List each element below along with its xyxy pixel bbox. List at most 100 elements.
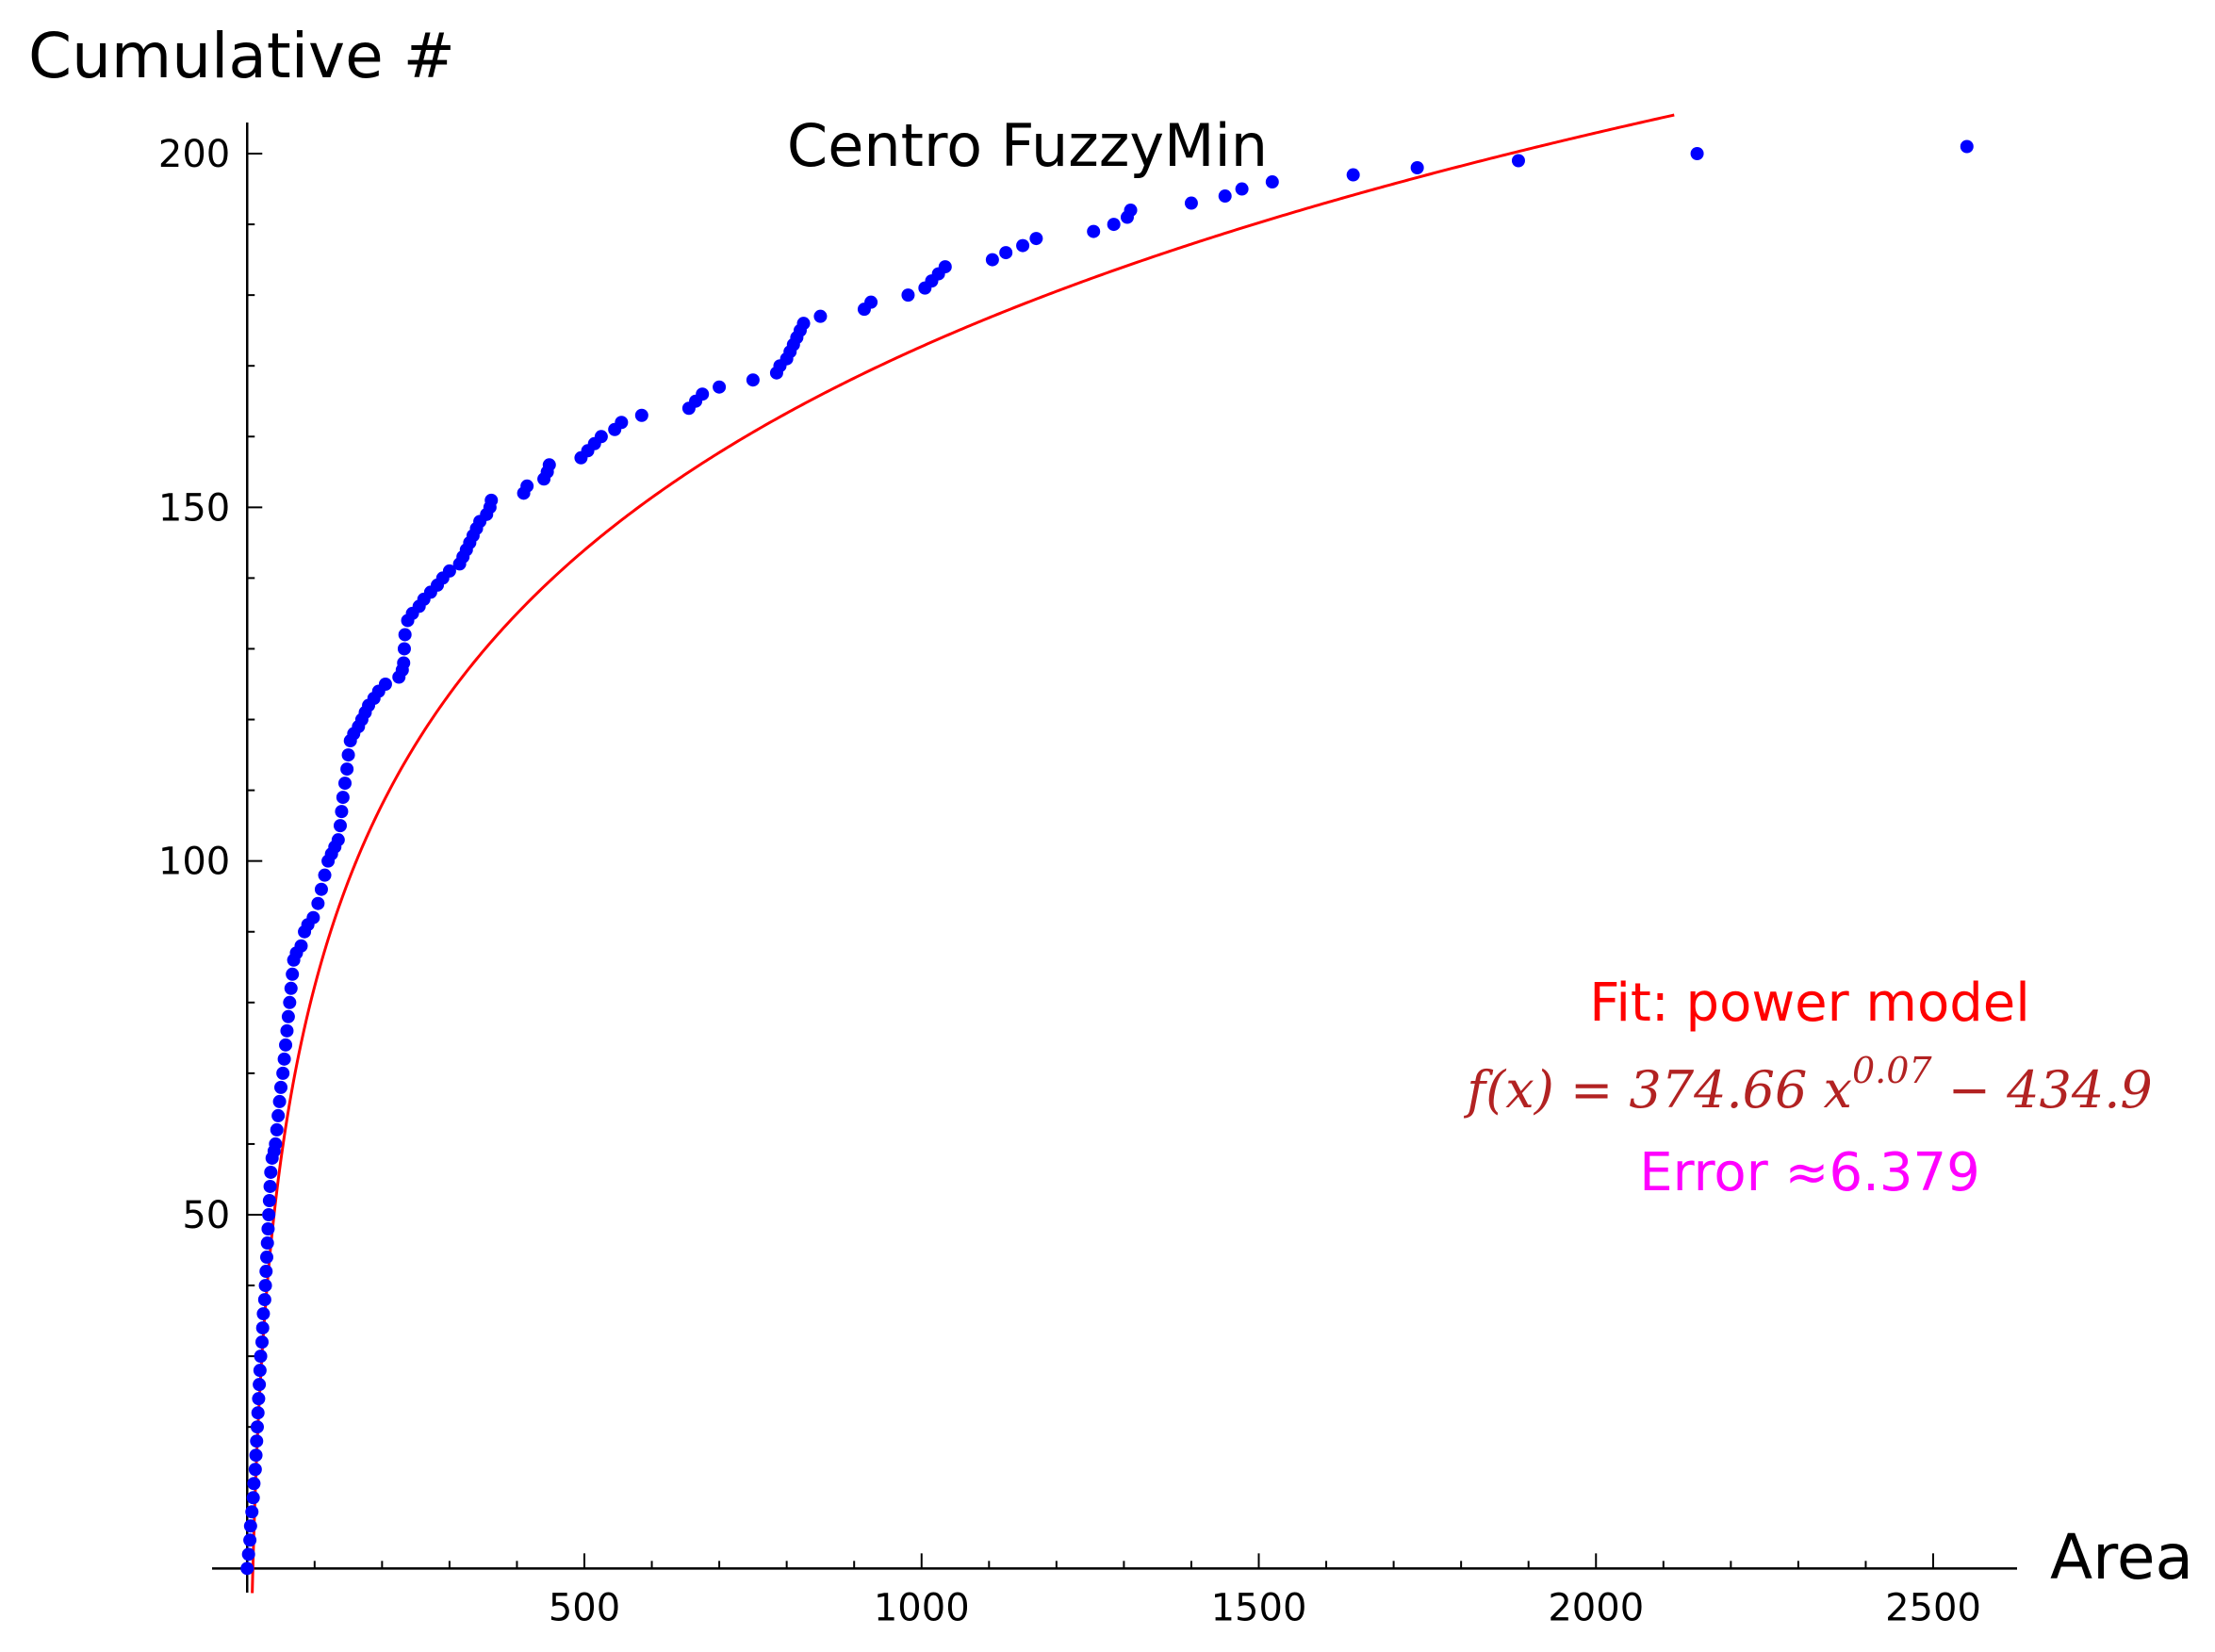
data-point xyxy=(398,628,412,642)
data-point xyxy=(1218,189,1232,204)
data-point xyxy=(341,748,355,762)
data-point xyxy=(255,1321,270,1335)
fit-curve xyxy=(251,113,1675,1594)
data-point xyxy=(1235,182,1249,196)
data-point xyxy=(248,1463,262,1477)
x-tick-label: 2000 xyxy=(1548,1586,1644,1629)
data-point xyxy=(246,1491,260,1505)
y-axis-label: Cumulative # xyxy=(28,20,455,92)
data-point xyxy=(241,1547,255,1562)
data-point xyxy=(1511,154,1525,168)
data-points-layer xyxy=(240,139,1974,1576)
data-point xyxy=(271,1108,286,1122)
data-point xyxy=(264,1165,278,1179)
data-point xyxy=(484,493,499,507)
data-point xyxy=(397,656,411,670)
data-point xyxy=(938,260,952,274)
data-point xyxy=(277,1052,291,1066)
data-point xyxy=(696,387,710,401)
data-point xyxy=(274,1080,288,1094)
data-point xyxy=(253,1364,267,1378)
data-point xyxy=(397,642,411,656)
data-point xyxy=(1346,168,1360,182)
x-tick-label: 2500 xyxy=(1885,1586,1981,1629)
data-point xyxy=(263,1179,277,1193)
data-point xyxy=(746,373,760,387)
data-point xyxy=(243,1519,257,1533)
data-point xyxy=(281,1009,295,1023)
data-point xyxy=(250,1420,264,1434)
data-point xyxy=(1410,161,1424,175)
data-point xyxy=(335,805,349,819)
y-ticks: 50 100 150 200 xyxy=(158,133,263,1499)
data-point xyxy=(254,1349,268,1364)
data-point xyxy=(270,1122,284,1137)
data-point xyxy=(250,1434,264,1448)
y-tick-label: 200 xyxy=(158,133,230,176)
y-tick-label: 100 xyxy=(158,841,230,884)
data-point xyxy=(333,819,347,833)
data-point xyxy=(259,1265,273,1279)
data-point xyxy=(284,981,298,995)
data-point xyxy=(1087,224,1101,238)
data-point xyxy=(1690,147,1704,160)
data-point xyxy=(279,1038,293,1052)
data-point xyxy=(331,833,345,847)
data-point xyxy=(594,430,608,444)
x-tick-label: 1000 xyxy=(874,1586,970,1629)
data-point xyxy=(1124,204,1138,218)
data-point xyxy=(985,253,999,267)
data-point xyxy=(260,1236,274,1251)
fit-label: Fit: power model xyxy=(1589,973,2030,1034)
data-point xyxy=(796,317,811,331)
data-point xyxy=(338,777,352,791)
data-point xyxy=(1265,175,1279,189)
data-point xyxy=(245,1505,259,1519)
data-point xyxy=(254,1335,269,1349)
x-ticks: 500 1000 1500 2000 2500 xyxy=(313,1553,1981,1629)
data-point xyxy=(901,288,915,303)
y-tick-label: 150 xyxy=(158,486,230,530)
fit-curve-layer xyxy=(251,113,1675,1594)
data-point xyxy=(311,896,325,910)
data-point xyxy=(262,1208,276,1221)
data-point xyxy=(442,564,456,578)
data-point xyxy=(314,882,328,896)
data-point xyxy=(1029,232,1043,246)
data-point xyxy=(294,939,308,953)
data-point xyxy=(260,1251,273,1265)
data-point xyxy=(306,910,320,924)
data-point xyxy=(336,791,350,805)
data-point xyxy=(257,1293,271,1307)
data-point xyxy=(272,1094,287,1108)
error-label: Error ≈6.379 xyxy=(1639,1142,1980,1203)
data-point xyxy=(251,1406,265,1420)
data-point xyxy=(318,868,332,882)
data-point xyxy=(813,309,828,323)
data-point xyxy=(247,1477,261,1491)
x-tick-label: 500 xyxy=(549,1586,620,1629)
data-point xyxy=(1960,139,1974,154)
data-point xyxy=(258,1279,272,1293)
data-point xyxy=(713,380,727,394)
data-point xyxy=(240,1562,254,1576)
data-point xyxy=(1184,196,1198,210)
data-point xyxy=(634,408,648,422)
data-point xyxy=(520,479,534,493)
data-point xyxy=(269,1137,283,1151)
data-point xyxy=(243,1533,257,1547)
data-point xyxy=(1016,238,1030,253)
fit-equation-tail: − 434.9 xyxy=(1932,1060,2153,1120)
data-point xyxy=(256,1307,271,1321)
data-point xyxy=(864,295,878,309)
fit-equation: f(x) = 374.66 x0.07 − 434.9 xyxy=(1463,1050,2153,1120)
axes xyxy=(212,123,2017,1593)
data-point xyxy=(253,1378,267,1392)
data-point xyxy=(999,246,1013,260)
data-point xyxy=(378,678,392,691)
data-point xyxy=(286,967,300,981)
data-point xyxy=(252,1392,266,1406)
data-point xyxy=(615,416,629,430)
data-point xyxy=(542,458,556,472)
